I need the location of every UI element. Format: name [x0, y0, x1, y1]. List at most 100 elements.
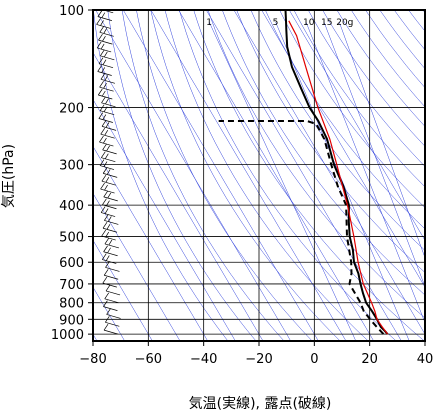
wind-barb-staff [102, 204, 117, 210]
parcel-line [288, 20, 389, 335]
wind-barb-flag [102, 198, 107, 205]
wind-barb-flag [102, 114, 107, 120]
wind-barb-flag [105, 153, 109, 159]
wind-barb [101, 253, 117, 264]
x-tick-label: −60 [135, 352, 162, 367]
wind-barb [104, 214, 119, 225]
dry-adiabat-line [350, 10, 425, 108]
dry-adiabat-line [179, 10, 397, 341]
dry-adiabat-line [293, 10, 425, 188]
wind-barb-flag [101, 96, 106, 104]
wind-barb-flag [101, 67, 106, 73]
wind-barb-flag [104, 51, 108, 57]
wind-barb-staff [104, 220, 119, 225]
wind-barb-flag [105, 231, 110, 238]
isotherm-line [150, 10, 347, 341]
wind-barb-flag [101, 229, 107, 237]
wind-barb [98, 33, 113, 45]
dry-adiabat-line [222, 10, 425, 296]
wind-barb-flag [103, 269, 109, 276]
temperature-line [284, 10, 389, 335]
guide-lines [93, 10, 425, 341]
wind-barb-flag [100, 182, 105, 190]
isotherm-line [205, 10, 402, 341]
y-tick-label: 900 [59, 313, 84, 328]
isotherm-line [233, 10, 425, 335]
y-tick-label: 200 [59, 102, 84, 117]
wind-barb [102, 143, 117, 155]
wind-barb-staff [101, 102, 116, 108]
wind-barb [100, 127, 115, 139]
wind-barb-flag [107, 192, 112, 199]
dry-adiabat-line [136, 10, 313, 341]
wind-barb-flag [99, 104, 105, 111]
y-tick-label: 1000 [51, 328, 84, 343]
dry-adiabat-line [250, 10, 425, 251]
wind-barb [103, 190, 118, 202]
wind-barb-staff [99, 165, 115, 170]
wind-barb [101, 151, 116, 163]
wind-barb-flag [103, 161, 108, 167]
mixing-ratio-label: 1 [206, 18, 212, 28]
wind-barb-flag [103, 82, 107, 89]
wind-barb-staff [98, 118, 113, 123]
isotherm-line [93, 239, 153, 341]
wind-barb-flag [107, 247, 111, 253]
wind-barb-flag [101, 90, 106, 97]
wind-barb [102, 276, 117, 288]
wind-barb-flag [99, 26, 105, 33]
wind-barb [96, 18, 111, 29]
wind-barb-staff [101, 157, 116, 163]
wind-barb-flag [103, 137, 107, 144]
wind-barb [96, 41, 112, 53]
dry-adiabat-line [336, 10, 425, 127]
dry-adiabat-line [150, 10, 341, 341]
wind-barb-flag [100, 127, 106, 135]
wind-barb-flag [100, 206, 106, 213]
dry-adiabat-line [365, 10, 425, 89]
wind-barb-flag [99, 135, 104, 143]
y-axis-title: 気圧(hPa) [1, 144, 17, 208]
wind-barb-staff [99, 86, 114, 92]
wind-barb-flag [102, 35, 106, 42]
isotherm-line [93, 99, 236, 341]
mixing-ratio-label: 20g [336, 18, 353, 28]
wind-barb [101, 96, 116, 108]
wind-barb [100, 49, 115, 61]
mixing-ratio-line [305, 21, 425, 324]
wind-barb [97, 88, 113, 100]
wind-barb [105, 316, 120, 327]
wind-barb-flag [99, 159, 105, 166]
wind-barb-flag [100, 73, 106, 80]
wind-barb-flag [96, 18, 101, 25]
wind-barb-staff [104, 298, 119, 304]
wind-barb-flag [101, 151, 106, 158]
x-axis: −80 −60 −40 −20 0 20 40 [79, 341, 433, 367]
wind-barb-staff [101, 180, 116, 186]
wind-barb-staff [97, 47, 112, 53]
wind-barb-staff [100, 110, 115, 116]
wind-barb-flag [98, 112, 104, 119]
wind-barb [103, 269, 119, 280]
wind-barb-flag [108, 216, 112, 222]
wind-barb-flag [100, 20, 104, 26]
wind-barb-flag [97, 88, 103, 96]
y-tick-label: 300 [59, 159, 84, 174]
wind-barb-flag [97, 10, 103, 17]
wind-barb [98, 112, 113, 123]
wind-barb-flag [103, 245, 108, 252]
mixing-ratio-line [208, 21, 357, 341]
wind-barb-staff [97, 16, 112, 21]
wind-barb-staff [103, 306, 118, 311]
wind-barb-staff [101, 235, 116, 241]
wind-barbs [96, 10, 121, 335]
dry-adiabat-line [307, 10, 425, 167]
wind-barb [103, 300, 118, 311]
x-tick-label: 40 [417, 352, 434, 367]
wind-barb-flag [106, 224, 111, 230]
wind-barb [103, 245, 118, 257]
x-tick-label: 20 [361, 352, 378, 367]
wind-barb-flag [105, 177, 110, 183]
wind-barb-staff [104, 274, 119, 280]
